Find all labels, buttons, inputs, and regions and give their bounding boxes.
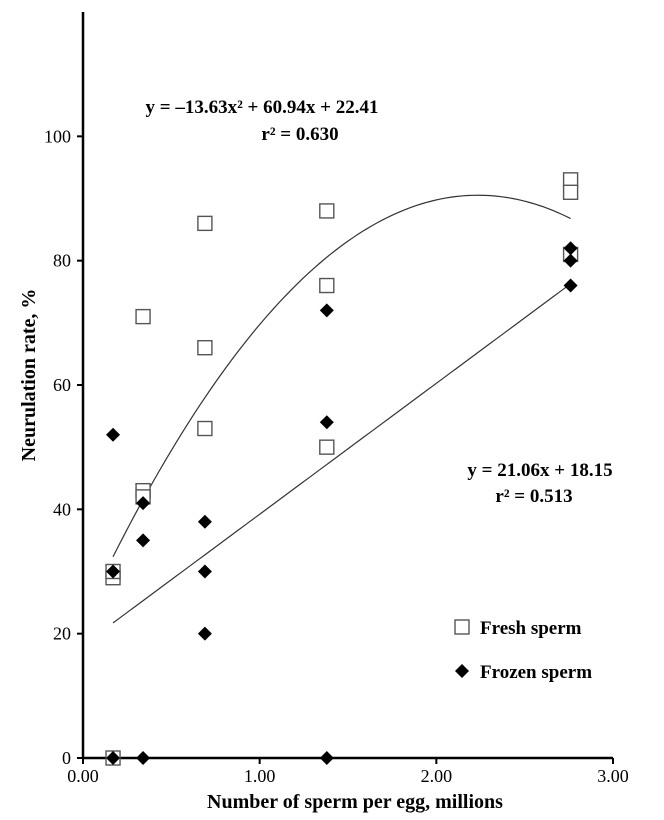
frozen-trend-line (112, 283, 571, 624)
y-tick-label: 100 (44, 126, 71, 146)
legend: Fresh sperm Frozen sperm (454, 618, 592, 683)
frozen-fit-r2: r² = 0.513 (495, 486, 572, 507)
fresh-point (135, 308, 151, 325)
fresh-point (319, 439, 335, 455)
frozen-point (106, 564, 121, 579)
fresh-point (319, 277, 335, 294)
frozen-point (319, 751, 334, 765)
x-axis-title: Number of sperm per egg, millions (207, 791, 503, 813)
fresh-trend-line (112, 194, 571, 558)
fresh-point (319, 203, 335, 219)
fresh-point (197, 420, 213, 437)
frozen-point (563, 253, 578, 268)
x-tick-label: 1.00 (244, 766, 276, 786)
legend-frozen-marker (455, 664, 469, 678)
frozen-point (563, 278, 578, 293)
x-tick-label: 0.00 (67, 766, 99, 786)
fresh-point (197, 215, 213, 232)
data-points (105, 172, 579, 766)
trend-lines (112, 194, 571, 624)
fresh-point (197, 340, 213, 356)
frozen-fit-equation: y = 21.06x + 18.15 (467, 460, 612, 481)
frozen-point (197, 626, 212, 641)
legend-fresh-label: Fresh sperm (480, 618, 582, 639)
y-tick-label: 20 (53, 624, 71, 644)
x-tick-label: 2.00 (421, 766, 453, 786)
fresh-point (562, 184, 579, 200)
frozen-point (563, 241, 578, 256)
frozen-point (106, 427, 121, 442)
y-tick-label: 0 (62, 748, 71, 768)
legend-frozen-label: Frozen sperm (480, 662, 592, 683)
frozen-point (136, 496, 151, 511)
frozen-point (319, 303, 334, 318)
frozen-point (106, 751, 121, 765)
frozen-point (319, 415, 334, 430)
axes: 0 20 40 60 80 100 0.00 1.00 2.00 3.00 (44, 12, 629, 786)
y-axis-title: Neurulation rate, % (18, 289, 40, 462)
legend-fresh-marker (454, 619, 470, 635)
fresh-fit-r2: r² = 0.630 (261, 124, 338, 145)
frozen-point (197, 564, 212, 579)
y-tick-label: 60 (53, 375, 71, 395)
frozen-point (197, 514, 212, 529)
fresh-fit-equation: y = –13.63x² + 60.94x + 22.41 (146, 97, 379, 118)
frozen-point (136, 751, 151, 765)
y-tick-label: 80 (53, 251, 71, 271)
x-tick-label: 3.00 (597, 766, 629, 786)
frozen-point (136, 533, 151, 548)
y-tick-label: 40 (53, 499, 71, 519)
